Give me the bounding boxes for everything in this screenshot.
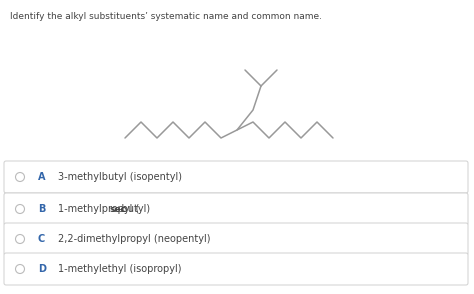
- Text: D: D: [38, 264, 46, 274]
- FancyBboxPatch shape: [4, 223, 468, 255]
- Text: sec: sec: [109, 205, 126, 213]
- Text: A: A: [38, 172, 46, 182]
- Text: 3-methylbutyl (isopentyl): 3-methylbutyl (isopentyl): [58, 172, 182, 182]
- FancyBboxPatch shape: [4, 253, 468, 285]
- Text: C: C: [38, 234, 45, 244]
- Text: 1-methylpropyl (: 1-methylpropyl (: [58, 204, 139, 214]
- Text: 2,2-dimethylpropyl (neopentyl): 2,2-dimethylpropyl (neopentyl): [58, 234, 210, 244]
- Text: Identify the alkyl substituents’ systematic name and common name.: Identify the alkyl substituents’ systema…: [10, 12, 322, 21]
- FancyBboxPatch shape: [4, 161, 468, 193]
- FancyBboxPatch shape: [4, 193, 468, 225]
- Text: -butyl): -butyl): [119, 204, 151, 214]
- Text: 1-methylethyl (isopropyl): 1-methylethyl (isopropyl): [58, 264, 182, 274]
- Text: B: B: [38, 204, 46, 214]
